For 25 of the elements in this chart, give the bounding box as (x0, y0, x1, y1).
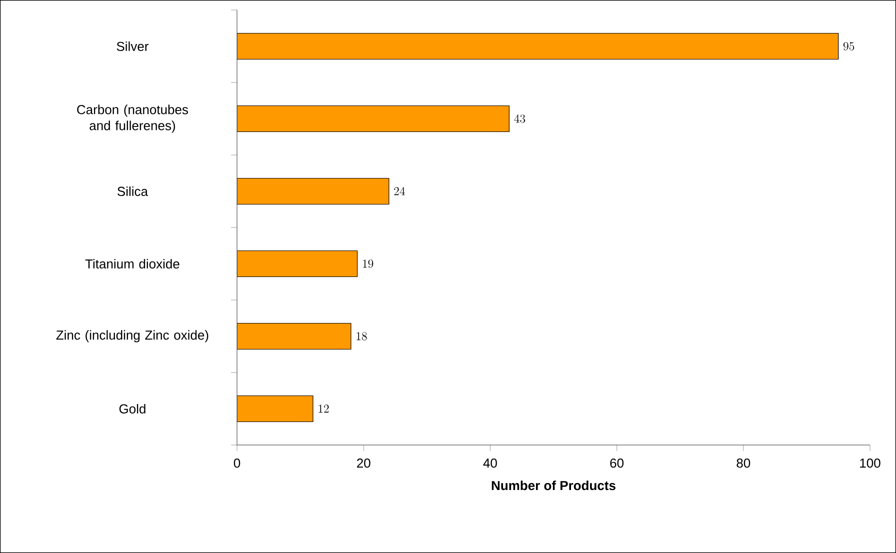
bar (237, 322, 352, 350)
x-axis-title: Number of Products (492, 480, 616, 490)
x-tick-label: 40 (483, 458, 497, 468)
bar (237, 32, 839, 60)
data-label: 18 (356, 332, 367, 340)
bar (237, 178, 390, 205)
y-tick-label: Silver (116, 41, 148, 52)
x-tick-label: 60 (610, 458, 624, 468)
x-tick-label: 20 (357, 458, 370, 468)
data-label: 12 (318, 404, 329, 413)
y-tick-label: Carbon (nanotubes and fullerenes) (77, 104, 188, 133)
y-tick-label: Titanium dioxide (85, 258, 180, 269)
bar (237, 250, 358, 278)
y-tick-label: Gold (119, 404, 146, 414)
x-tick-label: 0 (234, 458, 240, 468)
y-tick-label: Silica (118, 186, 148, 196)
data-label: 95 (843, 42, 854, 50)
x-tick-label: 80 (736, 458, 750, 468)
bar (237, 395, 314, 422)
data-label: 43 (514, 114, 526, 123)
y-tick-label: Zinc (including Zinc oxide) (56, 330, 208, 342)
x-tick-label: 100 (860, 458, 880, 468)
data-label: 24 (394, 187, 405, 196)
data-label: 19 (363, 260, 374, 268)
bar (237, 105, 510, 132)
